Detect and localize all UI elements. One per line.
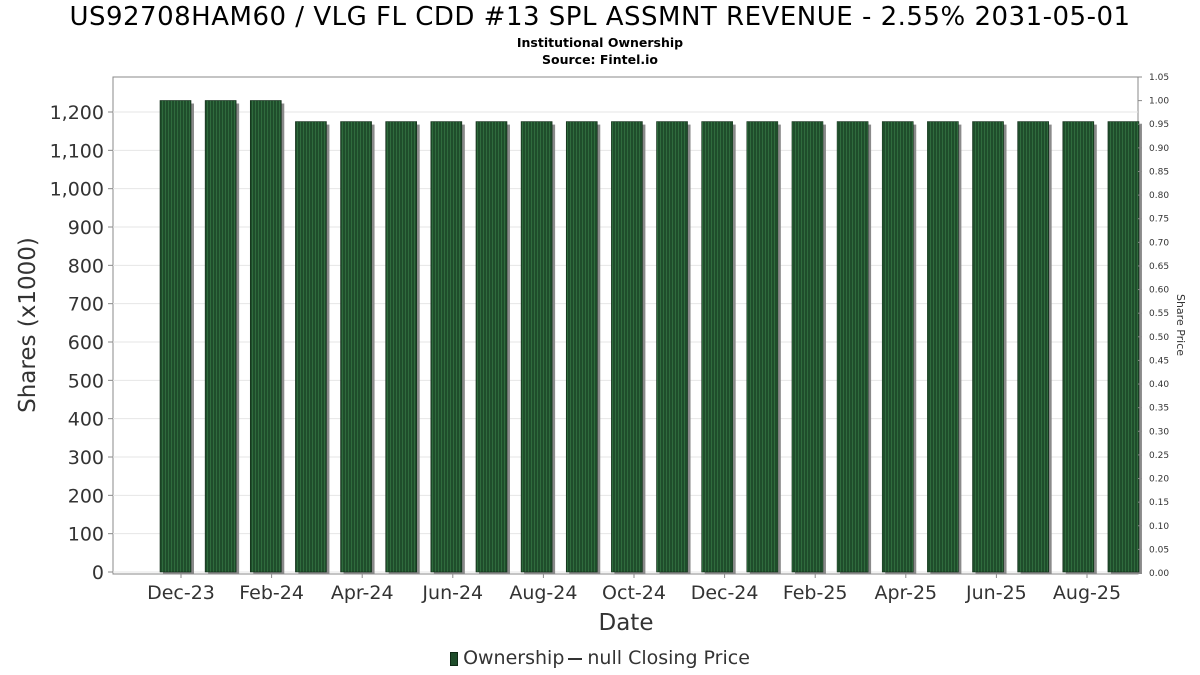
- y-right-tick-label: 0.30: [1149, 427, 1169, 437]
- y-right-tick-label: 0.50: [1149, 333, 1169, 343]
- bars: [159, 100, 1142, 574]
- price-legend-swatch: [568, 657, 583, 660]
- y-axis-right: 0.00 0.05 0.10 0.15 0.20 0.25 0.30 0.35 0.40 0.45…: [1138, 73, 1169, 579]
- y-right-tick-label: 0.70: [1149, 238, 1169, 248]
- y-tick-label: 0: [92, 562, 104, 584]
- x-tick-label: Jun-24: [421, 582, 483, 604]
- y-right-tick-label: 0.85: [1149, 167, 1169, 177]
- chart-subtitle: Institutional Ownership: [516, 35, 684, 50]
- y-right-tick-label: 0.65: [1149, 262, 1169, 272]
- x-tick-label: Feb-25: [783, 582, 848, 604]
- chart-title: US92708HAM60 / VLG FL CDD #13 SPL ASSMNT…: [69, 2, 1131, 32]
- ownership-bar: [475, 121, 508, 573]
- legend-ownership-label: Ownership: [463, 647, 565, 669]
- chart-source: Source: Fintel.io: [542, 52, 658, 67]
- x-tick-label: Apr-25: [874, 582, 937, 604]
- y-axis-label: Shares (x1000): [15, 237, 41, 413]
- x-axis-label: Date: [599, 610, 654, 636]
- y-right-tick-label: 0.05: [1149, 545, 1169, 555]
- y-right-tick-label: 0.15: [1149, 498, 1169, 508]
- x-tick-label: Dec-24: [691, 582, 759, 604]
- ownership-bar: [1107, 121, 1140, 573]
- y-tick-label: 1,100: [50, 140, 104, 162]
- legend-price-label: null Closing Price: [587, 647, 750, 669]
- ownership-bar: [746, 121, 779, 573]
- ownership-bar: [430, 121, 463, 573]
- ownership-bar: [385, 121, 418, 573]
- y-tick-label: 700: [68, 294, 104, 316]
- y-right-tick-label: 0.10: [1149, 522, 1169, 532]
- y-tick-label: 800: [68, 255, 104, 277]
- ownership-bar: [565, 121, 598, 573]
- x-tick-label: Dec-23: [147, 582, 215, 604]
- x-tick-label: Aug-25: [1053, 582, 1121, 604]
- y-tick-label: 400: [68, 409, 104, 431]
- y-right-tick-label: 0.80: [1149, 191, 1169, 201]
- ownership-bar: [340, 121, 372, 573]
- ownership-bar: [295, 121, 327, 573]
- y-right-tick-label: 0.95: [1149, 120, 1169, 130]
- x-tick-label: Jun-25: [965, 582, 1027, 604]
- y-right-tick-label: 0.90: [1149, 144, 1169, 154]
- x-tick-label: Apr-24: [331, 582, 394, 604]
- y-axis-right-label: Share Price: [1174, 294, 1187, 356]
- y-right-tick-label: 1.00: [1149, 97, 1169, 107]
- x-tick-label: Oct-24: [602, 582, 666, 604]
- y-tick-label: 500: [68, 370, 104, 392]
- y-right-tick-label: 0.00: [1149, 569, 1169, 579]
- x-tick-label: Feb-24: [239, 582, 304, 604]
- ownership-bar: [972, 121, 1004, 573]
- ownership-bar: [881, 121, 914, 573]
- y-tick-label: 100: [68, 524, 104, 546]
- y-right-tick-label: 0.35: [1149, 404, 1169, 414]
- ownership-bar: [656, 121, 688, 573]
- ownership-bar: [836, 121, 869, 573]
- ownership-bar: [927, 121, 959, 573]
- ownership-bar: [1017, 121, 1049, 573]
- ownership-bar: [249, 100, 282, 573]
- y-tick-label: 300: [68, 447, 104, 469]
- y-right-tick-label: 1.05: [1149, 73, 1169, 83]
- ownership-bar: [611, 121, 643, 573]
- y-right-tick-label: 0.60: [1149, 286, 1169, 296]
- ownership-bar: [520, 121, 553, 573]
- y-tick-label: 900: [68, 217, 104, 239]
- x-axis: Dec-23 Feb-24 Apr-24 Jun-24 Aug-24 Oct-24 Dec-…: [147, 574, 1121, 604]
- y-right-tick-label: 0.25: [1149, 451, 1169, 461]
- y-axis-left: 0 100 200 300 400 500 600 700 800 900 1,000 1,100 1,…: [50, 102, 113, 584]
- y-right-tick-label: 0.55: [1149, 309, 1169, 319]
- y-right-tick-label: 0.40: [1149, 380, 1169, 390]
- y-tick-label: 1,200: [50, 102, 104, 124]
- ownership-bar: [791, 121, 824, 573]
- y-tick-label: 200: [68, 485, 104, 507]
- y-tick-label: 1,000: [50, 179, 104, 201]
- legend: Ownership null Closing Price: [0, 647, 1200, 669]
- x-tick-label: Aug-24: [509, 582, 577, 604]
- y-tick-label: 600: [68, 332, 104, 354]
- ownership-bar: [204, 100, 237, 573]
- y-right-tick-label: 0.45: [1149, 356, 1169, 366]
- ownership-legend-swatch: [450, 651, 459, 666]
- y-right-tick-label: 0.20: [1149, 475, 1169, 485]
- ownership-bar: [701, 121, 733, 573]
- y-right-tick-label: 0.75: [1149, 215, 1169, 225]
- ownership-bar: [1062, 121, 1095, 573]
- ownership-bar: [159, 100, 192, 573]
